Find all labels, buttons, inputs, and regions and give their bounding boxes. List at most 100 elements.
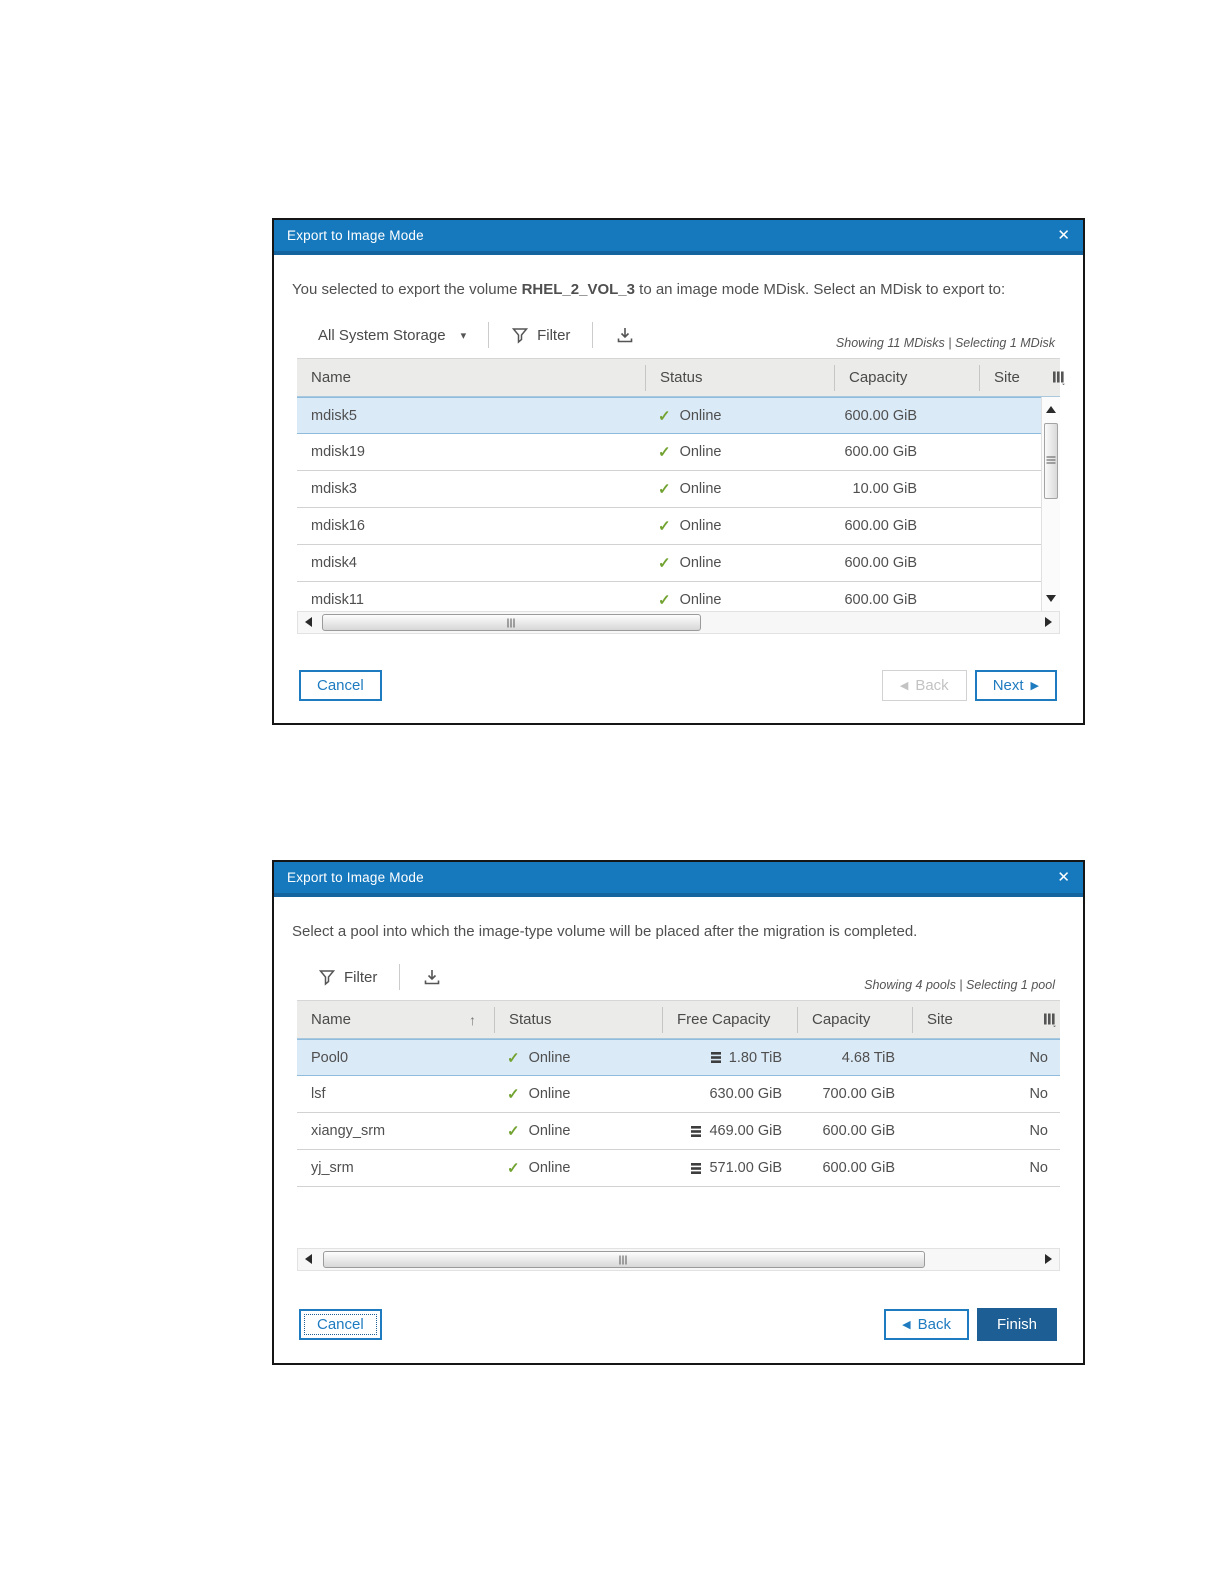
download-icon [425,970,440,985]
status-cell: ✓ Online [645,517,834,535]
horizontal-scrollbar[interactable] [297,611,1060,634]
finish-button[interactable]: Finish [976,1308,1057,1341]
column-header-site[interactable]: Site [979,364,1037,391]
capacity-gauge-icon [691,1162,702,1174]
column-header-name[interactable]: Name [311,369,352,386]
scroll-right-icon[interactable] [1045,617,1052,627]
capacity-value: 600.00 GiB [844,444,917,460]
mdisk-name: mdisk11 [311,592,364,608]
scope-dropdown[interactable]: All System Storage ▾ [318,327,466,344]
column-header-name-label: Name [311,1011,352,1028]
scroll-grip [507,618,516,627]
column-header-capacity[interactable]: Capacity [834,364,979,391]
free-capacity-cell: 469.00 GiB [662,1123,797,1139]
download-button[interactable] [422,968,442,986]
column-settings-button[interactable] [1037,365,1066,391]
close-icon[interactable]: ✕ [1057,227,1070,244]
free-capacity-cell: 1.80 TiB [662,1050,797,1066]
status-cell: ✓ Online [645,480,834,498]
status-label: Online [528,1049,571,1066]
filter-funnel-icon [318,970,336,986]
status-cell: ✓ Online [494,1085,662,1103]
scroll-up-icon[interactable] [1046,406,1056,413]
dialog-titlebar: Export to Image Mode ✕ [274,220,1083,255]
free-capacity-value: 571.00 GiB [709,1160,782,1176]
pool-table: Name ↑ Status Free Capacity Capacity Sit… [297,1000,1060,1188]
filter-button[interactable]: Filter [318,968,377,986]
column-settings-button[interactable] [1028,1007,1057,1033]
table-toolbar: Filter Showing 4 pools | Selecting 1 poo… [318,960,1055,994]
mdisk-name: mdisk4 [311,555,357,571]
table-row[interactable]: mdisk4 ✓ Online 600.00 GiB [297,545,1060,582]
status-cell: ✓ Online [645,443,834,461]
back-button[interactable]: ◀ Back [881,670,967,701]
download-button[interactable] [615,326,635,344]
sort-ascending-icon: ↑ [469,1011,476,1028]
table-toolbar: All System Storage ▾ Filter Showing 11 M… [318,318,1055,352]
table-row[interactable]: mdisk5 ✓ Online 600.00 GiB [297,397,1060,434]
vertical-scroll-thumb[interactable] [1044,423,1058,499]
close-icon[interactable]: ✕ [1057,869,1070,886]
toolbar-divider [488,322,490,348]
table-row[interactable]: mdisk16 ✓ Online 600.00 GiB [297,508,1060,545]
status-cell: ✓ Online [494,1049,662,1067]
column-header-status[interactable]: Status [494,1006,662,1033]
capacity-value: 600.00 GiB [844,555,917,571]
table-row[interactable]: mdisk11 ✓ Online 600.00 GiB [297,582,1060,611]
mdisk-name: mdisk19 [311,444,365,460]
online-check-icon: ✓ [658,444,671,461]
free-capacity-value: 1.80 TiB [728,1049,782,1066]
scroll-right-icon[interactable] [1045,1254,1052,1264]
capacity-gauge-icon [710,1052,721,1063]
scroll-left-icon[interactable] [305,1254,312,1264]
next-button[interactable]: Next ▶ [974,670,1057,701]
cancel-button[interactable]: Cancel [299,670,382,701]
export-to-image-mode-dialog-1: Export to Image Mode ✕ You selected to e… [272,218,1085,725]
toolbar-divider [592,322,594,348]
flag-value: No [1029,1086,1048,1102]
online-check-icon: ✓ [658,592,671,609]
status-cell: ✓ Online [494,1122,662,1140]
table-row[interactable]: lsf ✓ Online 630.00 GiB 700.00 GiB No [297,1076,1060,1113]
scroll-down-icon[interactable] [1046,595,1056,602]
status-cell: ✓ Online [645,591,834,609]
column-header-capacity[interactable]: Capacity [797,1006,912,1033]
horizontal-scroll-thumb[interactable] [322,614,701,631]
back-button[interactable]: ◀ Back [884,1309,969,1340]
pool-name: lsf [311,1086,326,1102]
capacity-value: 600.00 GiB [844,407,917,424]
vertical-scrollbar[interactable] [1041,397,1060,611]
export-to-image-mode-dialog-2: Export to Image Mode ✕ Select a pool int… [272,860,1085,1365]
table-row[interactable]: xiangy_srm ✓ Online 469.00 GiB 600.00 Gi… [297,1113,1060,1150]
horizontal-scroll-thumb[interactable] [323,1251,925,1268]
back-label: Back [915,677,949,694]
table-row[interactable]: yj_srm ✓ Online 571.00 GiB 600.00 GiB No [297,1150,1060,1187]
table-row[interactable]: Pool0 ✓ Online 1.80 TiB 4.68 TiB No [297,1039,1060,1076]
online-check-icon: ✓ [658,518,671,535]
capacity-value: 4.68 TiB [841,1049,895,1066]
free-capacity-cell: 571.00 GiB [662,1160,797,1176]
online-check-icon: ✓ [507,1049,520,1067]
column-header-free-capacity[interactable]: Free Capacity [662,1006,797,1033]
table-body: mdisk5 ✓ Online 600.00 GiB mdisk19 ✓ Onl… [297,397,1060,611]
status-label: Online [528,1086,571,1102]
table-row[interactable]: mdisk19 ✓ Online 600.00 GiB [297,434,1060,471]
table-row[interactable]: mdisk3 ✓ Online 10.00 GiB [297,471,1060,508]
table-summary: Showing 11 MDisks | Selecting 1 MDisk [835,336,1055,350]
horizontal-scrollbar[interactable] [297,1248,1060,1271]
status-label: Online [528,1123,571,1139]
chevron-down-icon: ▾ [460,329,467,342]
intro-pre: You selected to export the volume [292,281,522,298]
scroll-left-icon[interactable] [305,617,312,627]
column-header-site[interactable]: Site [912,1006,1028,1033]
column-header-name[interactable]: Name ↑ [297,1007,494,1033]
table-body: Pool0 ✓ Online 1.80 TiB 4.68 TiB No lsf [297,1039,1060,1188]
filter-button[interactable]: Filter [511,326,570,344]
dialog-footer: Cancel ◀ Back Finish [299,1308,1057,1341]
filter-label: Filter [537,326,571,344]
capacity-value: 10.00 GiB [852,481,918,497]
column-header-status[interactable]: Status [645,364,834,391]
status-label: Online [679,592,722,608]
scroll-grip [1046,456,1056,466]
cancel-button[interactable]: Cancel [299,1309,382,1340]
